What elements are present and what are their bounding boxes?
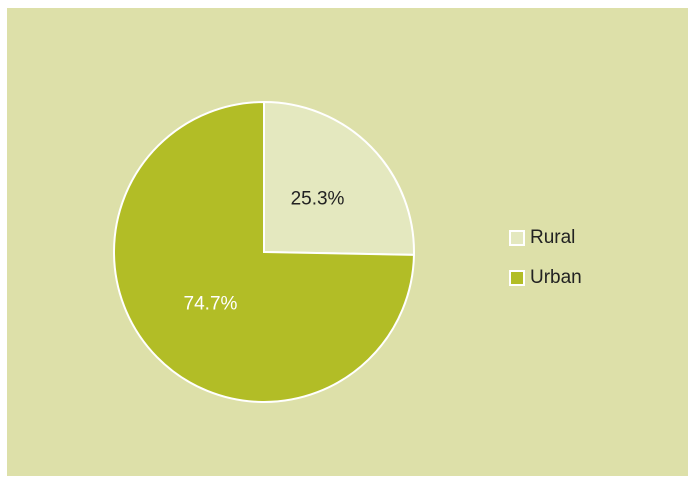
- data-label: 74.7%: [184, 294, 238, 315]
- pie-slice: [113, 100, 415, 403]
- legend-label: Urban: [530, 267, 582, 288]
- legend-swatch: [509, 270, 525, 286]
- data-label: 25.3%: [291, 188, 345, 209]
- legend-swatch: [509, 230, 525, 246]
- legend-label: Rural: [530, 227, 575, 248]
- pie-slice: [263, 100, 415, 256]
